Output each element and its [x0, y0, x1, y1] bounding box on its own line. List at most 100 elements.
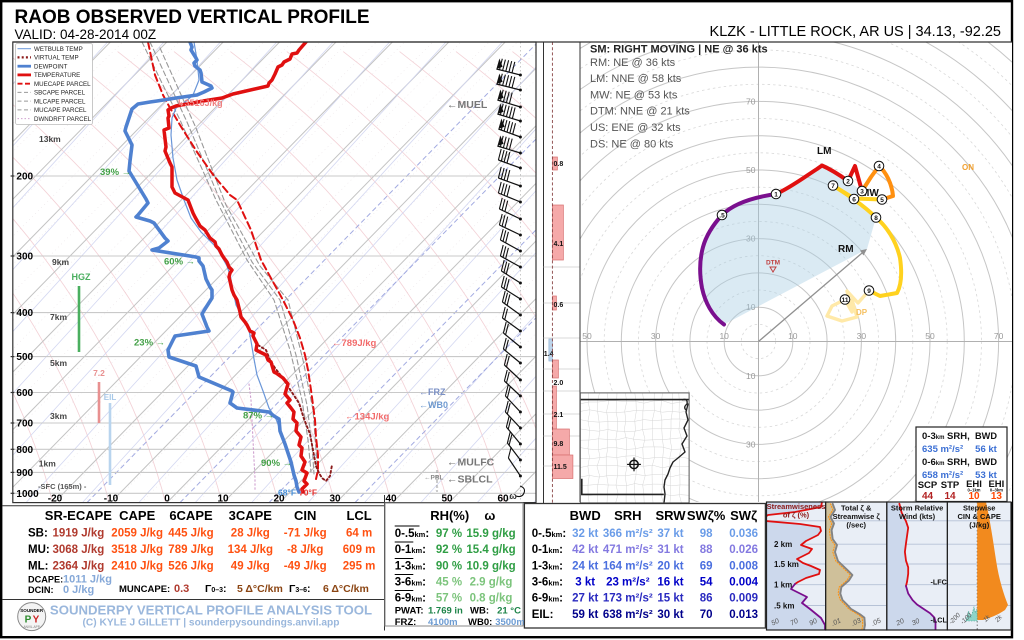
- svg-text:50: 50: [770, 618, 780, 628]
- svg-text:←MULFC: ←MULFC: [447, 457, 495, 469]
- svg-text:0.004: 0.004: [729, 577, 758, 589]
- svg-text:92 %: 92 %: [436, 544, 462, 556]
- svg-text:15.4 g/kg: 15.4 g/kg: [466, 544, 515, 556]
- svg-text:789 J/kg: 789 J/kg: [168, 544, 213, 556]
- svg-text:3km: 3km: [50, 411, 67, 421]
- svg-text:70: 70: [789, 618, 799, 628]
- svg-text:Streamwiseness: Streamwiseness: [767, 502, 826, 511]
- svg-text:31 kt: 31 kt: [657, 544, 683, 556]
- svg-text:0-.5km:: 0-.5km:: [395, 528, 430, 540]
- svg-text:2059 J/kg: 2059 J/kg: [111, 528, 163, 540]
- svg-text:DS: NE @ 80 kts: DS: NE @ 80 kts: [590, 138, 674, 150]
- svg-text:0 J/kg: 0 J/kg: [63, 584, 94, 596]
- svg-text:0.009: 0.009: [729, 593, 758, 605]
- svg-text:23 m²/s²: 23 m²/s²: [606, 577, 650, 589]
- svg-text:←789J/kg: ←789J/kg: [332, 338, 377, 349]
- svg-text:11: 11: [842, 297, 849, 304]
- svg-text:40: 40: [385, 493, 397, 504]
- svg-text:EIL:: EIL:: [532, 609, 554, 621]
- svg-text:MW: NE @ 53 kts: MW: NE @ 53 kts: [590, 89, 678, 101]
- svg-text:20 kt: 20 kt: [657, 561, 683, 573]
- svg-text:3 kt: 3 kt: [575, 577, 595, 589]
- svg-text:0.026: 0.026: [729, 544, 758, 556]
- svg-text:86: 86: [700, 593, 713, 605]
- svg-text:6: 6: [852, 196, 856, 203]
- svg-text:70: 70: [700, 609, 713, 621]
- svg-text:5: 5: [880, 197, 884, 204]
- svg-text:97 %: 97 %: [436, 528, 462, 540]
- svg-text:HGZ: HGZ: [72, 272, 92, 282]
- svg-text:SRH: SRH: [614, 508, 641, 523]
- svg-text:-LCL: -LCL: [931, 616, 948, 625]
- svg-text:54: 54: [700, 577, 713, 589]
- svg-text:RAOB OBSERVED VERTICAL PROFILE: RAOB OBSERVED VERTICAL PROFILE: [15, 7, 370, 28]
- svg-text:10: 10: [968, 491, 980, 502]
- svg-text:90% →: 90% →: [261, 458, 292, 469]
- svg-text:5 Δ°C/km: 5 Δ°C/km: [237, 583, 283, 595]
- svg-text:Streamwise ζ: Streamwise ζ: [833, 512, 881, 521]
- svg-text:445 J/kg: 445 J/kg: [168, 528, 213, 540]
- svg-text:←SBLCL: ←SBLCL: [447, 474, 493, 486]
- svg-text:400: 400: [16, 308, 33, 319]
- svg-text:0–3km: 0–3km: [990, 488, 1003, 493]
- svg-text:RH(%): RH(%): [430, 508, 469, 523]
- svg-text:1.5 km: 1.5 km: [774, 560, 799, 569]
- svg-text:DEWPOINT: DEWPOINT: [34, 63, 68, 70]
- svg-text:164 m²/s²: 164 m²/s²: [603, 561, 653, 573]
- svg-text:30: 30: [329, 493, 341, 504]
- svg-text:←WB0: ←WB0: [419, 400, 448, 410]
- svg-text:RM: NE @ 36 kts: RM: NE @ 36 kts: [590, 57, 676, 69]
- svg-text:200: 200: [16, 172, 33, 183]
- svg-text:32 kt: 32 kt: [572, 528, 598, 540]
- svg-text:BWD: BWD: [570, 508, 601, 523]
- svg-text:8: 8: [874, 215, 878, 222]
- svg-text:16 kt: 16 kt: [657, 577, 683, 589]
- svg-text:Wind (kts): Wind (kts): [899, 512, 936, 521]
- svg-text:50: 50: [441, 493, 453, 504]
- svg-text:DCIN:: DCIN:: [28, 585, 54, 595]
- svg-text:LM: LM: [817, 146, 831, 157]
- svg-text:600: 600: [16, 388, 33, 399]
- svg-text:1.4: 1.4: [544, 351, 554, 358]
- svg-text:RM: RM: [838, 244, 854, 255]
- svg-text:CAPE: CAPE: [119, 508, 155, 523]
- svg-text:DP: DP: [856, 308, 868, 317]
- svg-text:2410 J/kg: 2410 J/kg: [111, 561, 163, 573]
- svg-text:30: 30: [857, 331, 867, 341]
- svg-text:366 m²/s²: 366 m²/s²: [603, 528, 653, 540]
- svg-text:(C) KYLE J GILLETT | sounderpy: (C) KYLE J GILLETT | sounderpysoundings.…: [83, 618, 340, 629]
- svg-text:4100m: 4100m: [428, 617, 458, 628]
- svg-text:471 m²/s²: 471 m²/s²: [603, 544, 653, 556]
- svg-text:-71 J/kg: -71 J/kg: [284, 528, 327, 540]
- svg-text:EIL: EIL: [104, 393, 117, 402]
- svg-text:←134J/kg: ←134J/kg: [345, 412, 390, 423]
- svg-text:10: 10: [746, 371, 756, 381]
- svg-text:49 J/kg: 49 J/kg: [231, 561, 270, 573]
- svg-text:700: 700: [16, 419, 33, 430]
- svg-text:57 %: 57 %: [436, 593, 462, 605]
- svg-text:658 m²/s²: 658 m²/s²: [922, 470, 963, 481]
- svg-text:-8 J/kg: -8 J/kg: [287, 544, 323, 556]
- svg-text:300: 300: [16, 252, 33, 263]
- svg-text:MUNCAPE:: MUNCAPE:: [119, 584, 170, 595]
- svg-text:2k: 2k: [993, 614, 1004, 625]
- svg-text:5km: 5km: [50, 358, 67, 368]
- svg-text:800: 800: [16, 445, 33, 456]
- svg-text:14: 14: [944, 491, 956, 502]
- svg-text:6CAPE: 6CAPE: [169, 508, 213, 523]
- svg-text:3068 J/kg: 3068 J/kg: [53, 544, 105, 556]
- svg-text:4.1: 4.1: [554, 241, 564, 248]
- svg-text:1.769 in: 1.769 in: [428, 606, 463, 617]
- svg-text:2.1: 2.1: [554, 412, 564, 419]
- svg-text:SWζ: SWζ: [730, 508, 757, 523]
- svg-text:↳3516J/kg: ↳3516J/kg: [177, 98, 223, 108]
- svg-text:ω: ω: [484, 508, 495, 523]
- svg-text:9: 9: [867, 288, 871, 295]
- svg-text:13: 13: [991, 491, 1003, 502]
- svg-text:LM: NNE @ 58 kts: LM: NNE @ 58 kts: [590, 73, 682, 85]
- svg-text:MLCAPE PARCEL: MLCAPE PARCEL: [34, 98, 86, 105]
- svg-text:Stepwise: Stepwise: [963, 504, 996, 513]
- svg-text:9.8: 9.8: [554, 441, 564, 448]
- svg-text:70°F: 70°F: [299, 488, 317, 498]
- svg-text:ON: ON: [962, 163, 974, 172]
